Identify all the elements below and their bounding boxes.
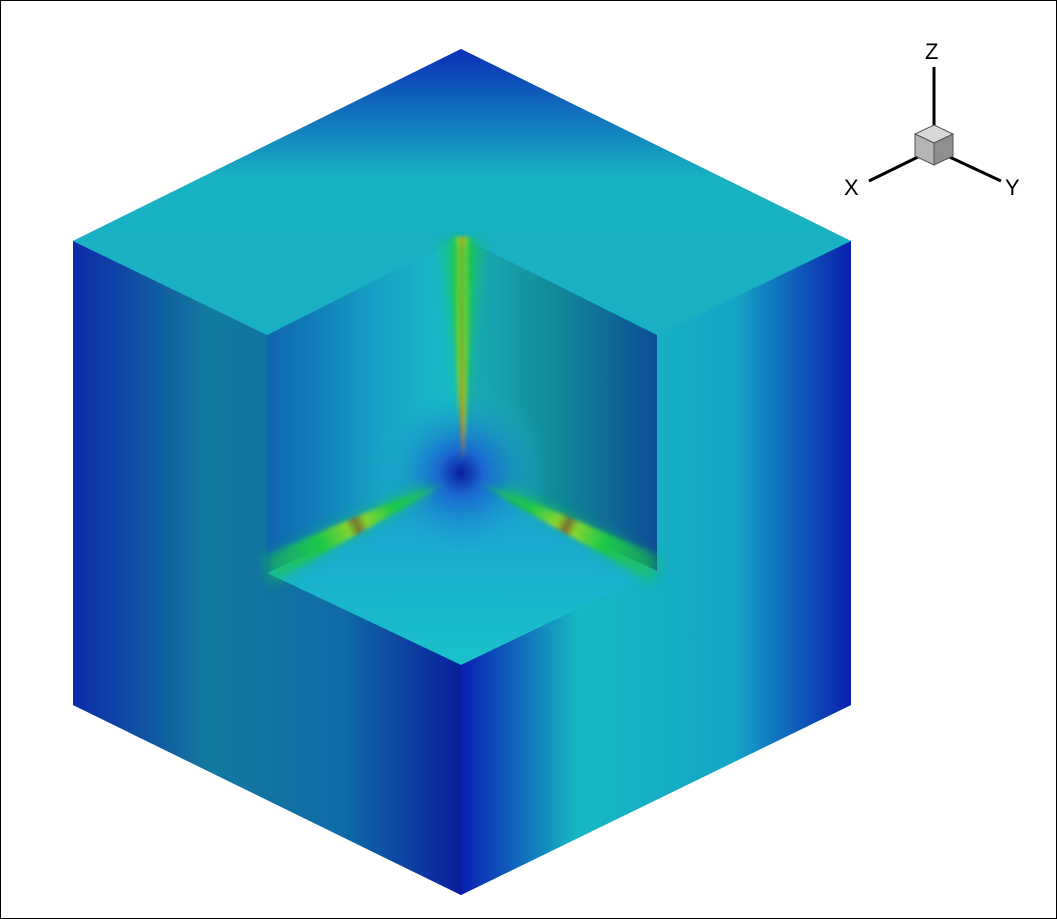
axis-triad: Z X Y (844, 39, 1020, 200)
center-singularity (371, 383, 551, 563)
streak-glow (263, 241, 661, 585)
triad-cube-right (933, 133, 954, 166)
cutout (73, 49, 851, 895)
y-axis-line (940, 151, 1002, 183)
x-axis-line (868, 151, 927, 183)
cutout-front-right (461, 241, 851, 895)
z-axis-label: Z (925, 39, 938, 64)
cutout-top-rim (73, 49, 851, 335)
x-axis-label: X (844, 175, 859, 200)
y-axis-label: Y (1005, 175, 1020, 200)
